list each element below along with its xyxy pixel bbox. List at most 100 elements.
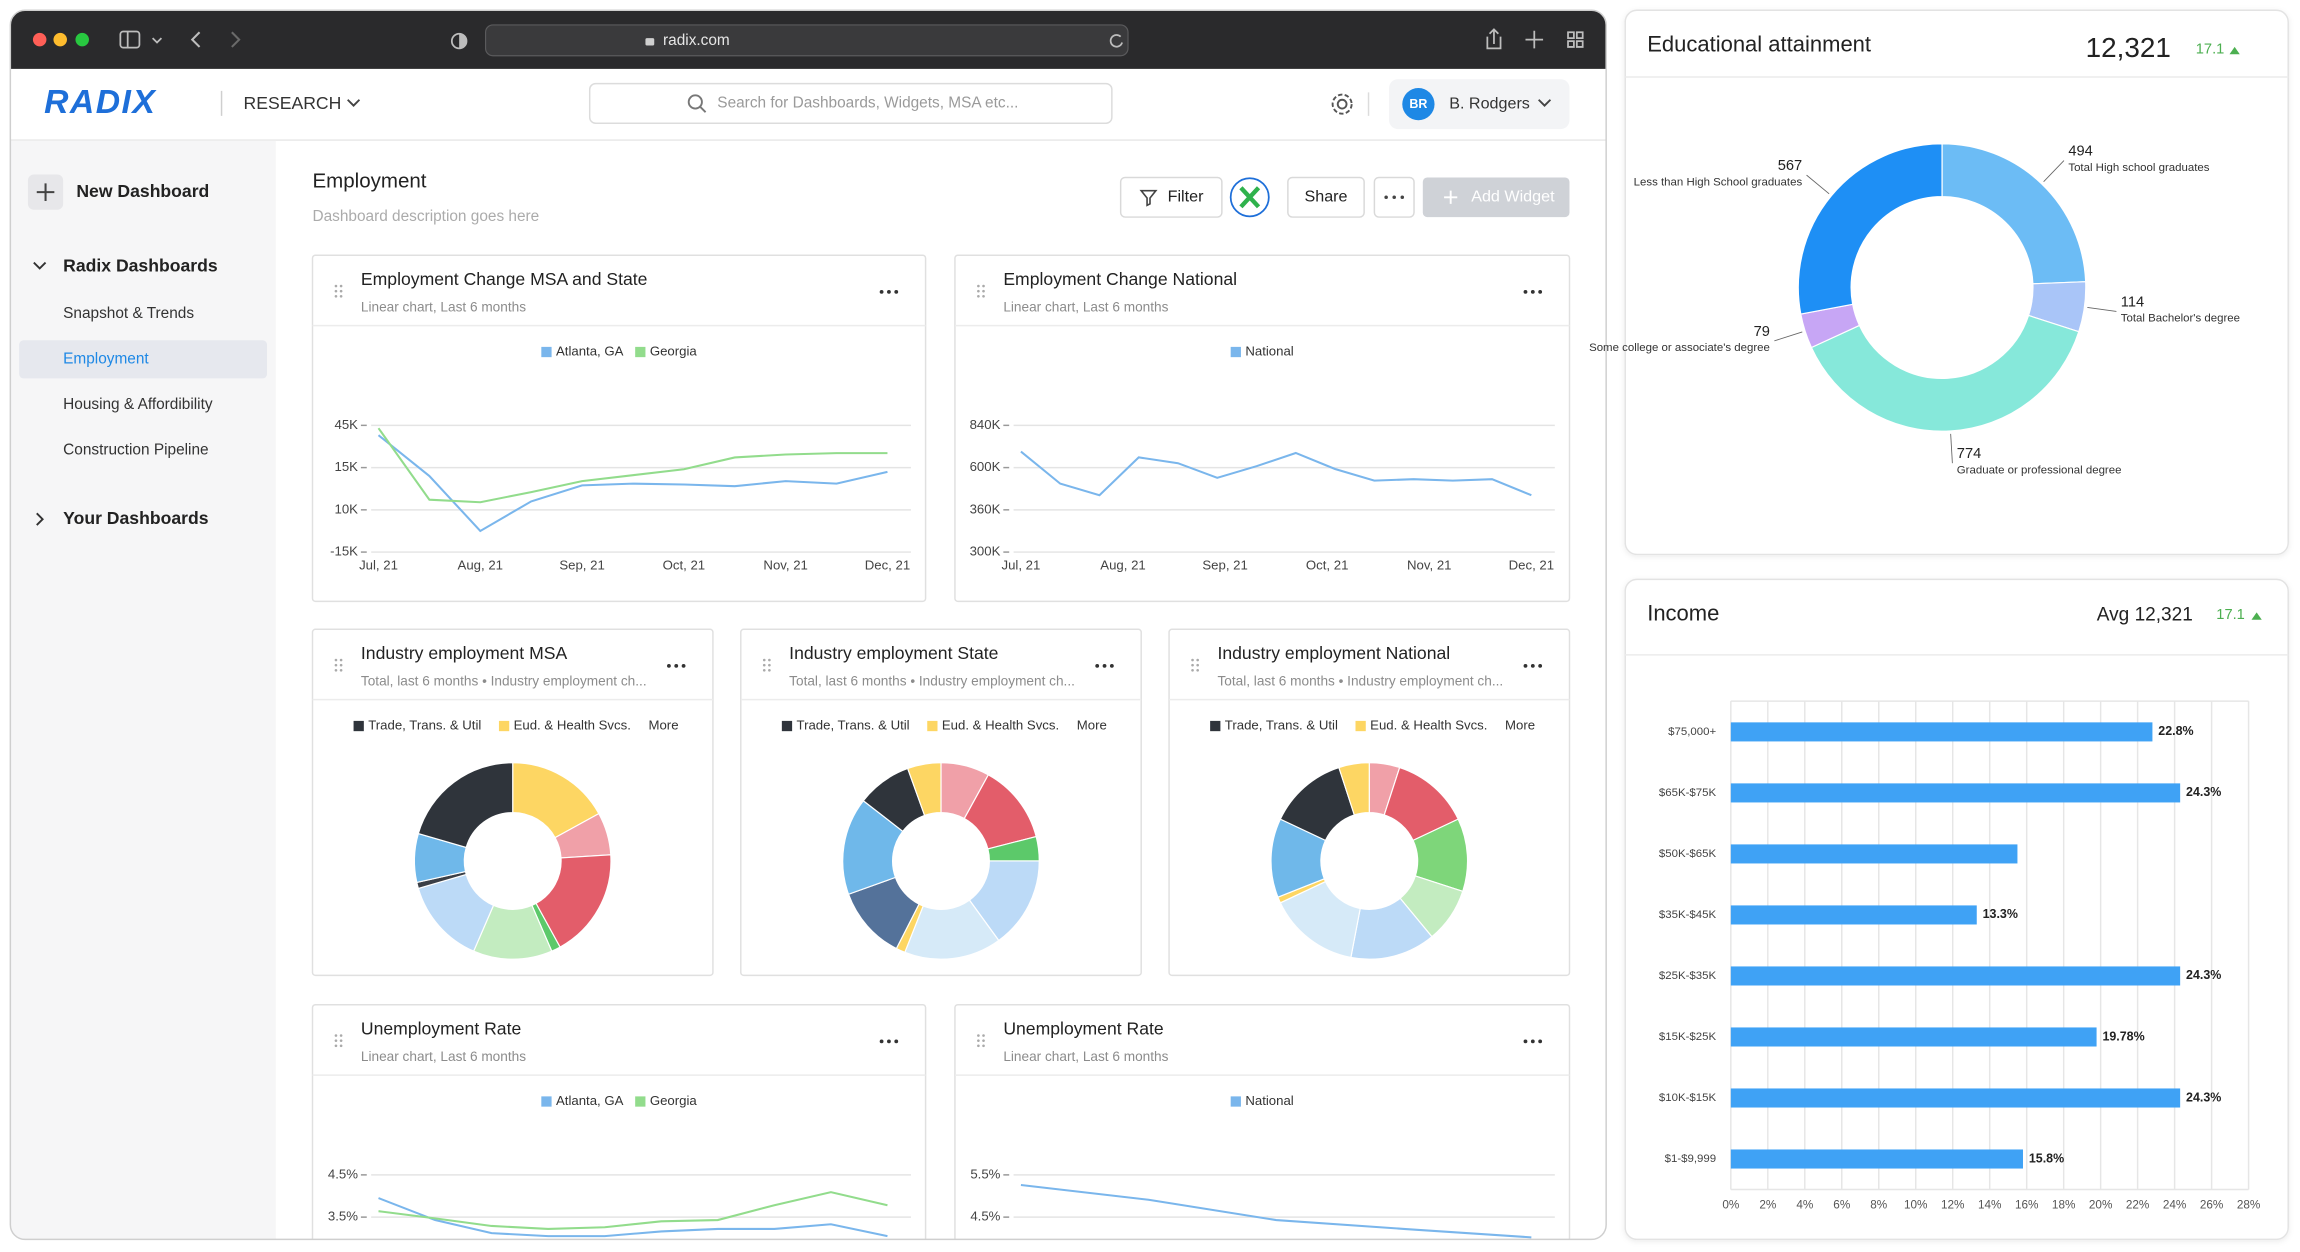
drag-handle[interactable] bbox=[339, 1039, 343, 1042]
drag-handle[interactable] bbox=[1191, 668, 1194, 672]
widget-title: Employment Change National bbox=[1003, 269, 1237, 289]
drag-handle[interactable] bbox=[982, 1034, 985, 1037]
legend-label[interactable]: More bbox=[1505, 718, 1535, 733]
settings-button[interactable] bbox=[1331, 93, 1353, 115]
back-button[interactable] bbox=[190, 31, 201, 48]
share-icon[interactable] bbox=[1486, 28, 1502, 50]
sidebar-item[interactable]: Construction Pipeline bbox=[63, 441, 208, 458]
widget-menu[interactable] bbox=[1538, 1039, 1543, 1044]
drag-handle[interactable] bbox=[977, 1039, 980, 1042]
drag-handle[interactable] bbox=[982, 284, 985, 288]
drag-handle[interactable] bbox=[1191, 663, 1194, 667]
search-box[interactable] bbox=[588, 82, 1113, 124]
sidebar-item[interactable]: Snapshot & Trends bbox=[63, 305, 194, 322]
legend-label[interactable]: More bbox=[1077, 718, 1107, 733]
widget-menu[interactable] bbox=[1530, 663, 1535, 668]
drag-handle[interactable] bbox=[339, 1034, 343, 1037]
widget-menu[interactable] bbox=[667, 663, 671, 668]
drag-handle[interactable] bbox=[977, 294, 980, 298]
drag-handle[interactable] bbox=[1196, 668, 1199, 672]
drag-handle[interactable] bbox=[977, 289, 980, 293]
drag-handle[interactable] bbox=[334, 284, 338, 288]
widget-menu[interactable] bbox=[894, 1039, 899, 1044]
new-dashboard[interactable]: New Dashboard bbox=[76, 181, 209, 201]
widget-menu[interactable] bbox=[1109, 663, 1114, 668]
minimize-button[interactable] bbox=[53, 32, 67, 47]
group-chevron[interactable] bbox=[36, 512, 44, 526]
bar bbox=[1730, 722, 2153, 742]
share-button[interactable] bbox=[1287, 176, 1365, 218]
user-menu[interactable] bbox=[1389, 79, 1570, 130]
drag-handle[interactable] bbox=[982, 1044, 985, 1048]
drag-handle[interactable] bbox=[334, 1034, 338, 1037]
legend-label[interactable]: More bbox=[648, 718, 678, 733]
drag-handle[interactable] bbox=[334, 1039, 338, 1042]
drag-handle[interactable] bbox=[762, 658, 766, 662]
drag-handle[interactable] bbox=[339, 284, 343, 288]
logo[interactable]: RADIX bbox=[44, 83, 157, 121]
drag-handle[interactable] bbox=[768, 658, 771, 662]
drag-handle[interactable] bbox=[339, 289, 343, 293]
widget-menu[interactable] bbox=[879, 1039, 884, 1044]
widget-menu[interactable] bbox=[1538, 663, 1543, 668]
widget-menu[interactable] bbox=[1523, 663, 1528, 668]
drag-handle[interactable] bbox=[1196, 663, 1199, 667]
section-chevron[interactable] bbox=[347, 99, 361, 107]
widget-menu[interactable] bbox=[681, 663, 686, 668]
widget-menu[interactable] bbox=[1102, 663, 1107, 668]
sidebar-toggle[interactable] bbox=[119, 30, 163, 49]
dashboard-description: Dashboard description goes here bbox=[312, 208, 539, 225]
filter-button[interactable] bbox=[1119, 176, 1223, 218]
reload-button[interactable] bbox=[1109, 34, 1123, 48]
drag-handle[interactable] bbox=[339, 668, 343, 672]
drag-handle[interactable] bbox=[982, 294, 985, 298]
drag-handle[interactable] bbox=[768, 668, 771, 672]
widget-menu[interactable] bbox=[1523, 1039, 1528, 1044]
drag-handle[interactable] bbox=[339, 1044, 343, 1048]
drag-handle[interactable] bbox=[977, 1034, 980, 1037]
y-tick-label: 4.5% bbox=[970, 1209, 1000, 1224]
group-title[interactable]: Radix Dashboards bbox=[63, 256, 218, 276]
widget-menu[interactable] bbox=[887, 289, 891, 294]
close-button[interactable] bbox=[32, 32, 47, 47]
sidebar-item[interactable]: Employment bbox=[63, 350, 149, 367]
sidebar-item[interactable]: Housing & Affordibility bbox=[63, 396, 213, 413]
address-bar[interactable] bbox=[484, 24, 1129, 57]
widget-menu[interactable] bbox=[1530, 289, 1535, 294]
tab-overview-button[interactable] bbox=[1567, 31, 1584, 48]
section-name[interactable]: RESEARCH bbox=[244, 93, 342, 113]
drag-handle[interactable] bbox=[339, 294, 343, 298]
drag-handle[interactable] bbox=[1191, 658, 1194, 662]
widget-menu[interactable] bbox=[674, 663, 679, 668]
widget-menu[interactable] bbox=[1095, 663, 1100, 668]
drag-handle[interactable] bbox=[334, 663, 338, 667]
sidebar-items: Snapshot & Trends Employment Housing & Aff… bbox=[19, 305, 268, 458]
drag-handle[interactable] bbox=[982, 289, 985, 293]
group-title[interactable]: Your Dashboards bbox=[63, 508, 209, 528]
widget-menu[interactable] bbox=[1538, 289, 1543, 294]
drag-handle[interactable] bbox=[977, 284, 980, 288]
drag-handle[interactable] bbox=[334, 658, 338, 662]
drag-handle[interactable] bbox=[334, 289, 338, 293]
drag-handle[interactable] bbox=[1196, 658, 1199, 662]
drag-handle[interactable] bbox=[339, 663, 343, 667]
widget-menu[interactable] bbox=[1530, 1039, 1535, 1044]
drag-handle[interactable] bbox=[334, 1044, 338, 1048]
drag-handle[interactable] bbox=[982, 1039, 985, 1042]
new-tab-button[interactable] bbox=[1525, 30, 1544, 49]
forward-button[interactable] bbox=[231, 31, 241, 48]
drag-handle[interactable] bbox=[339, 658, 343, 662]
drag-handle[interactable] bbox=[334, 294, 338, 298]
drag-handle[interactable] bbox=[762, 663, 766, 667]
drag-handle[interactable] bbox=[762, 668, 766, 672]
widget-menu[interactable] bbox=[1523, 289, 1528, 294]
drag-handle[interactable] bbox=[768, 663, 771, 667]
widget-menu[interactable] bbox=[887, 1039, 891, 1044]
widget-menu[interactable] bbox=[894, 289, 899, 294]
widget-menu[interactable] bbox=[879, 289, 884, 294]
add-widget-button[interactable] bbox=[1422, 177, 1570, 218]
group-chevron[interactable] bbox=[33, 261, 47, 270]
drag-handle[interactable] bbox=[334, 668, 338, 672]
zoom-button[interactable] bbox=[75, 32, 89, 47]
drag-handle[interactable] bbox=[977, 1044, 980, 1048]
